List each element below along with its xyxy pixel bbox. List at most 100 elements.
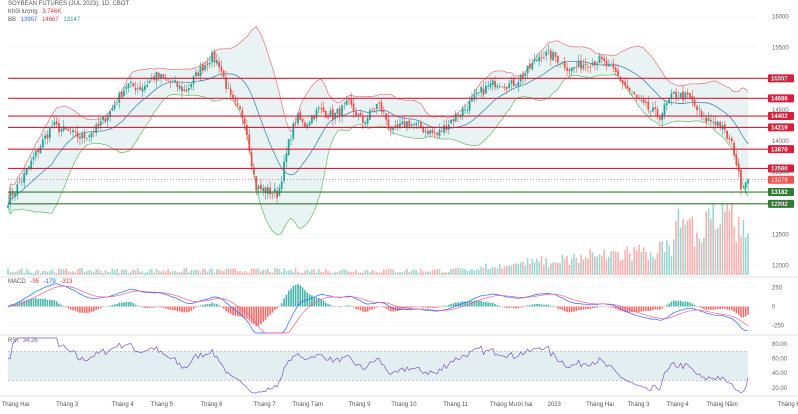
candle-body <box>633 92 636 95</box>
volume-bar <box>373 270 376 275</box>
volume-bar <box>603 249 605 275</box>
volume-bar <box>621 259 624 275</box>
macd-histogram-bar <box>234 306 237 316</box>
macd-histogram-bar <box>452 303 455 307</box>
volume-bar <box>598 254 601 275</box>
macd-histogram-bar <box>313 297 315 307</box>
candle-body <box>603 58 606 61</box>
candle-body <box>301 119 304 122</box>
macd-histogram-bar <box>631 306 633 313</box>
macd-histogram-bar <box>190 306 193 311</box>
volume-bar <box>693 246 696 275</box>
candle-body <box>225 77 227 89</box>
candle-body <box>125 86 128 90</box>
volume-bar <box>125 269 128 275</box>
candle-body <box>262 188 265 191</box>
candle-body <box>30 160 33 169</box>
volume-bar <box>225 269 227 275</box>
candle-body <box>619 76 622 82</box>
candle-body <box>317 107 320 109</box>
volume-bar <box>220 270 223 275</box>
candle-body <box>443 125 445 133</box>
macd-histogram-bar <box>387 306 390 311</box>
volume-bar <box>278 268 281 275</box>
macd-histogram-bar <box>505 306 508 309</box>
macd-axis-tick: -250 <box>772 323 785 329</box>
candle-body <box>283 161 285 182</box>
candle-body <box>157 72 160 78</box>
candle-body <box>273 189 276 193</box>
volume-bar <box>53 271 56 275</box>
macd-histogram-bar <box>626 306 629 313</box>
volume-bar <box>654 259 656 275</box>
candle-body <box>596 63 599 65</box>
macd-histogram-bar <box>308 294 311 307</box>
macd-histogram-bar <box>297 284 299 307</box>
candle-body <box>167 79 169 81</box>
macd-histogram-bar <box>427 306 429 309</box>
candle-body <box>642 99 645 103</box>
volume-bar <box>533 262 536 275</box>
volume-bar <box>448 271 450 275</box>
macd-histogram-bar <box>118 302 121 307</box>
macd-histogram-bar <box>515 306 517 309</box>
candle-body <box>533 59 536 62</box>
candle-body <box>485 85 487 94</box>
macd-histogram-bar <box>561 306 564 310</box>
volume-bar <box>624 249 626 275</box>
candle-body <box>698 109 701 110</box>
volume-bar <box>568 265 571 275</box>
macd-histogram-bar <box>318 297 320 307</box>
level-label-bg <box>768 188 794 197</box>
volume-bar <box>584 257 587 275</box>
macd-histogram-bar <box>717 306 719 309</box>
macd-histogram-bar <box>570 306 573 312</box>
candle-body <box>185 89 188 92</box>
volume-bar <box>364 270 366 275</box>
candle-body <box>401 121 404 124</box>
candle-body <box>109 111 111 117</box>
macd-histogram-bar <box>633 306 636 313</box>
candle-body <box>594 61 596 66</box>
candle-body <box>380 102 383 112</box>
volume-bar <box>591 252 594 275</box>
macd-histogram-bar <box>434 306 436 308</box>
chart-legend-title: SOYBEAN FUTURES (JUL 2023), 1D, CBOT <box>8 1 132 7</box>
candle-body <box>292 123 295 139</box>
volume-bar <box>274 268 276 275</box>
candle-body <box>415 123 418 126</box>
macd-histogram-bar <box>120 302 123 307</box>
macd-histogram-bar <box>638 306 640 312</box>
volume-bar <box>74 272 77 275</box>
candle-body <box>81 134 84 139</box>
volume-bar <box>146 272 148 275</box>
candle-body <box>218 61 220 68</box>
candle-body <box>202 64 204 71</box>
macd-histogram-bar <box>691 303 694 307</box>
volume-bar <box>705 211 707 275</box>
candle-body <box>450 119 452 124</box>
candle-body <box>682 91 684 101</box>
macd-histogram-bar <box>510 306 513 308</box>
volume-bar <box>524 265 527 275</box>
volume-bar <box>587 258 589 275</box>
candle-body <box>591 62 594 66</box>
candle-body <box>420 122 422 129</box>
candle-body <box>654 107 657 109</box>
candle-body <box>656 109 659 117</box>
candle-body <box>350 99 353 105</box>
volume-bar <box>49 270 51 275</box>
candle-body <box>621 80 624 84</box>
macd-histogram-bar <box>188 306 190 312</box>
volume-bar <box>37 270 39 275</box>
volume-bar <box>174 271 176 275</box>
macd-histogram-bar <box>28 299 30 307</box>
candle-body <box>714 121 717 125</box>
x-axis-tick: Tháng 4 <box>667 402 690 408</box>
volume-bar <box>134 270 137 275</box>
candle-body <box>422 126 425 133</box>
macd-histogram-bar <box>744 306 747 317</box>
volume-bar <box>721 203 724 275</box>
volume-bar <box>719 223 721 275</box>
